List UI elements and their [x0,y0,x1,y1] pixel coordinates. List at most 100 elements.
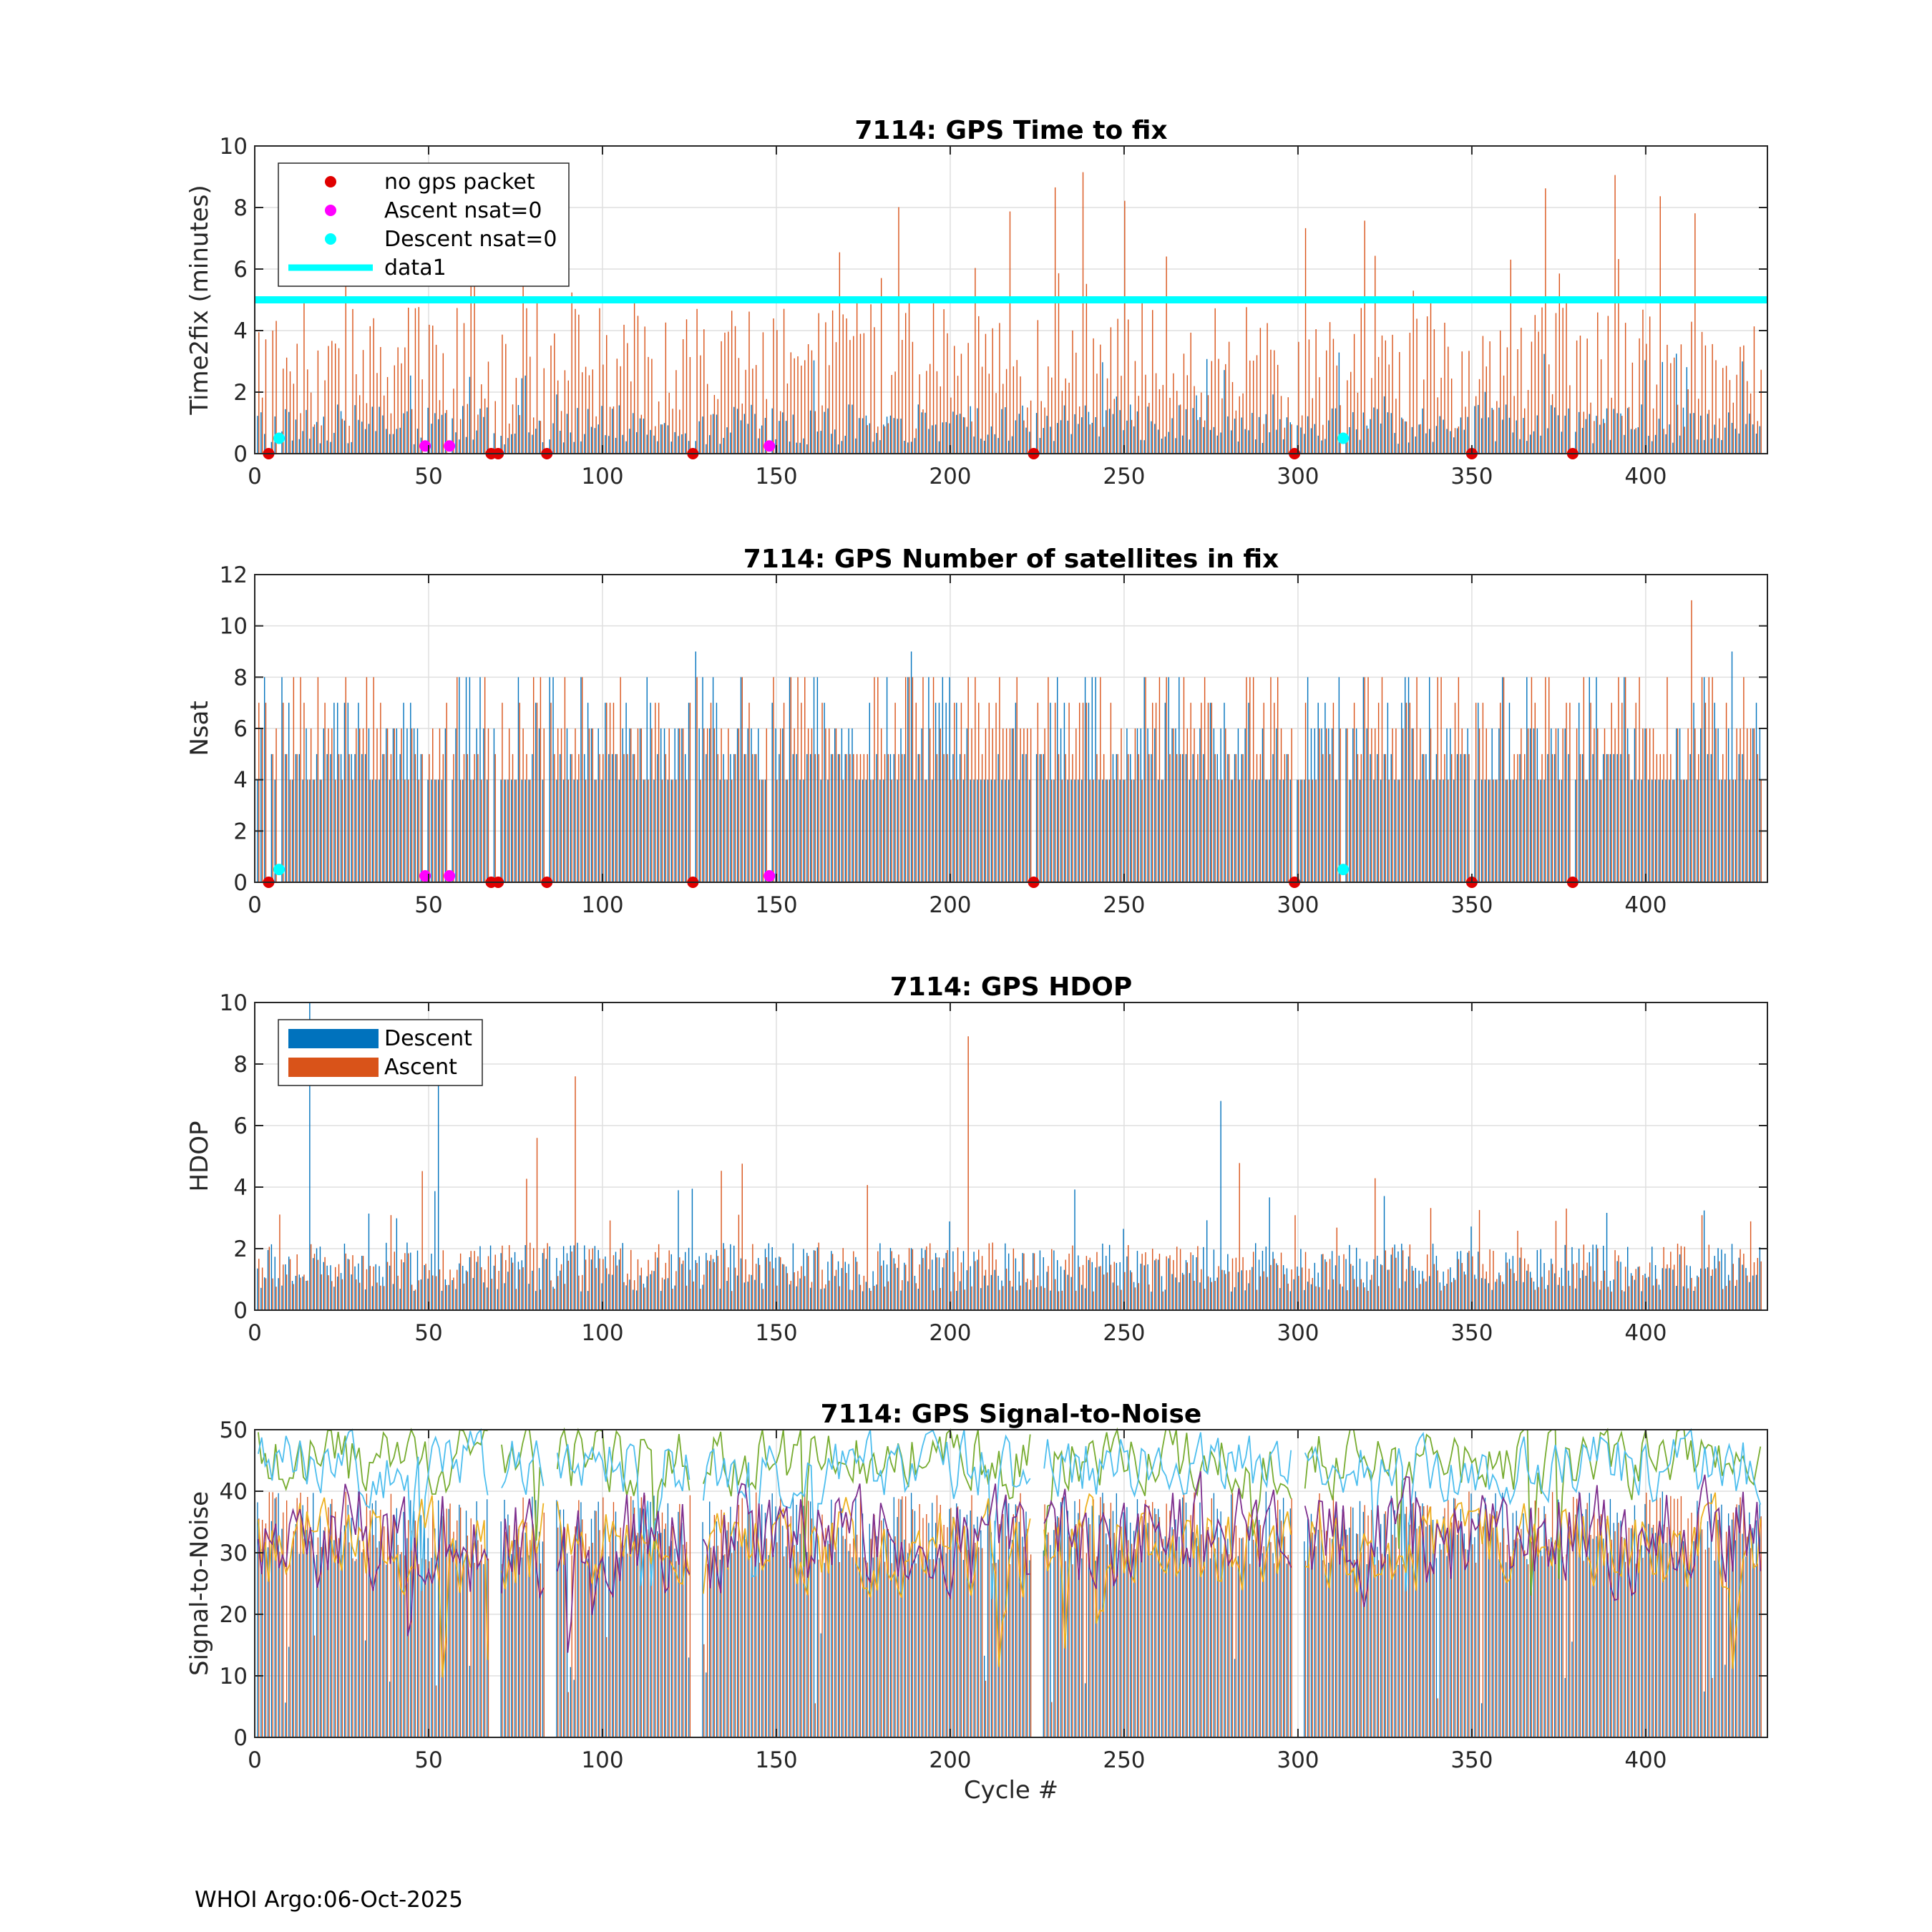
marker-ascent-nsat-0-56 [444,870,456,882]
xtick-label-350: 350 [1450,1320,1493,1346]
xtick-label-250: 250 [1103,1320,1145,1346]
xtick-label-150: 150 [755,464,797,489]
snr-axes-box [254,1429,1768,1738]
panel-hdop: 0 50 100 150 200 250 300 350 400 0 2 4 6 8 10 7114: GPS… [185,972,1768,1346]
marker-ascent-nsat-0-56 [444,440,456,452]
xtick-label-250: 250 [1103,1747,1145,1773]
nsat-data [257,600,1762,888]
ytick-label-50: 50 [220,1418,248,1443]
legend-swatch-2 [325,233,336,245]
marker-descent-nsat-0-7 [273,432,286,444]
legend-label-0: Descent [384,1026,472,1051]
ytick-label-30: 30 [220,1541,248,1566]
ytick-label-10: 10 [220,1664,248,1689]
xtick-label-0: 0 [248,464,262,489]
ytick-label-4: 4 [233,768,248,794]
xtick-label-100: 100 [581,892,623,918]
xtick-label-100: 100 [581,1320,623,1346]
xtick-label-100: 100 [581,1747,623,1773]
ytick-label-4: 4 [233,1175,248,1201]
nsat-ylabel: Nsat [185,701,214,756]
snr-data [257,1427,1762,1737]
hdop-ylabel: HDOP [185,1121,214,1191]
xtick-label-50: 50 [414,892,442,918]
xtick-label-300: 300 [1277,892,1319,918]
ytick-label-2: 2 [233,1236,248,1262]
xtick-label-150: 150 [755,1320,797,1346]
marker-descent-nsat-0-7 [273,864,286,876]
xtick-label-50: 50 [414,1320,442,1346]
time2fix-axes-box [254,145,1768,454]
xtick-label-300: 300 [1277,464,1319,489]
ytick-label-6: 6 [233,716,248,742]
xtick-label-200: 200 [929,892,971,918]
snr-line-sat2 [258,1428,1762,1599]
snr-ylabel: Signal-to-Noise [185,1491,214,1676]
snr-line-sat4 [258,1470,1762,1653]
snr-xlabel: Cycle # [964,1776,1058,1805]
ytick-label-12: 12 [220,562,248,588]
hdop-data [257,1002,1762,1310]
hdop-legend: Descent Ascent [278,1019,483,1086]
xtick-label-50: 50 [414,464,442,489]
panel-nsat: 0 50 100 150 200 250 300 350 400 0 2 4 6 8 10 12 7114: G… [185,545,1768,918]
legend-swatch-0 [325,176,336,187]
hdop-axes-box [254,1002,1768,1311]
ytick-label-2: 2 [233,819,248,844]
ytick-label-6: 6 [233,1113,248,1139]
time2fix-data [255,172,1767,459]
xtick-label-150: 150 [755,892,797,918]
xtick-label-200: 200 [929,1747,971,1773]
panel-snr: 0 50 100 150 200 250 300 350 400 0 10 20 30 40 50 7114:… [185,1400,1768,1805]
legend-label-2: Descent nsat=0 [384,227,557,252]
legend-label-1: Ascent nsat=0 [384,198,542,223]
ytick-label-6: 6 [233,257,248,283]
xtick-label-0: 0 [248,1320,262,1346]
ytick-label-0: 0 [233,870,248,896]
legend-swatch-ascent [288,1058,379,1077]
footer-label: WHOI Argo:06-Oct-2025 [195,1887,463,1913]
xtick-label-50: 50 [414,1747,442,1773]
xtick-label-100: 100 [581,464,623,489]
xtick-label-400: 400 [1624,464,1667,489]
xtick-label-300: 300 [1277,1320,1319,1346]
ytick-label-10: 10 [220,990,248,1016]
legend-label-0: no gps packet [384,170,535,195]
ytick-label-40: 40 [220,1479,248,1505]
ytick-label-4: 4 [233,318,248,344]
snr-line-sat3 [258,1492,1762,1678]
ytick-label-8: 8 [233,195,248,221]
ytick-label-0: 0 [233,441,248,467]
hdop-title: 7114: GPS HDOP [890,972,1133,1002]
xtick-label-0: 0 [248,892,262,918]
time2fix-ylabel: Time2fix (minutes) [185,185,214,415]
xtick-label-350: 350 [1450,464,1493,489]
xtick-label-400: 400 [1624,1747,1667,1773]
xtick-label-0: 0 [248,1747,262,1773]
xtick-label-150: 150 [755,1747,797,1773]
ytick-label-2: 2 [233,380,248,406]
time2fix-title: 7114: GPS Time to fix [854,116,1167,145]
xtick-label-350: 350 [1450,1747,1493,1773]
marker-descent-nsat-0-313 [1337,864,1350,876]
legend-swatch-descent [288,1029,379,1048]
xtick-label-350: 350 [1450,892,1493,918]
legend-swatch-1 [325,205,336,216]
xtick-label-400: 400 [1624,1320,1667,1346]
ytick-label-0: 0 [233,1298,248,1324]
xtick-label-200: 200 [929,464,971,489]
ytick-label-20: 20 [220,1602,248,1628]
xtick-label-400: 400 [1624,892,1667,918]
marker-ascent-nsat-0-148 [763,440,776,452]
ytick-label-0: 0 [233,1725,248,1751]
ytick-label-8: 8 [233,1052,248,1078]
xtick-label-300: 300 [1277,1747,1319,1773]
xtick-label-250: 250 [1103,892,1145,918]
xtick-label-250: 250 [1103,464,1145,489]
marker-descent-nsat-0-313 [1337,432,1350,444]
nsat-title: 7114: GPS Number of satellites in fix [743,545,1279,574]
ytick-label-10: 10 [220,614,248,640]
legend-label-3: data1 [384,255,447,280]
